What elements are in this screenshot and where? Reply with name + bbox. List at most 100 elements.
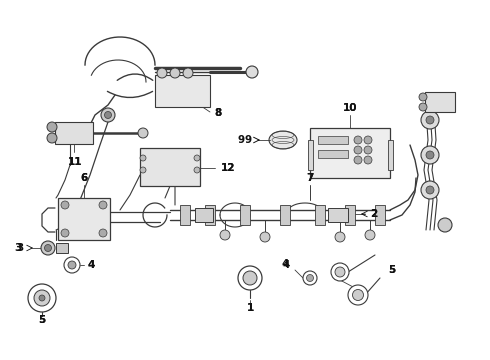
Bar: [205, 205, 215, 225]
Circle shape: [41, 241, 55, 255]
Circle shape: [194, 167, 200, 173]
Circle shape: [34, 290, 50, 306]
Text: 5: 5: [388, 265, 395, 275]
Bar: [375, 205, 385, 225]
Bar: [318, 150, 348, 158]
Text: 8: 8: [215, 108, 221, 118]
Text: 8: 8: [215, 108, 221, 118]
Circle shape: [364, 146, 372, 154]
Circle shape: [138, 128, 148, 138]
Circle shape: [364, 136, 372, 144]
Circle shape: [421, 181, 439, 199]
Circle shape: [426, 151, 434, 159]
Circle shape: [140, 167, 146, 173]
Circle shape: [426, 186, 434, 194]
Circle shape: [354, 136, 362, 144]
Text: 2: 2: [370, 209, 378, 219]
Circle shape: [335, 232, 345, 242]
Text: 6: 6: [80, 173, 88, 183]
Circle shape: [426, 116, 434, 124]
Bar: [56, 243, 68, 253]
Circle shape: [260, 232, 270, 242]
Circle shape: [307, 274, 314, 282]
Text: 1: 1: [246, 303, 254, 313]
Bar: [58, 198, 110, 240]
Bar: [180, 205, 190, 225]
Text: 6: 6: [80, 173, 88, 183]
Circle shape: [364, 156, 372, 164]
Text: 5: 5: [38, 315, 46, 325]
Circle shape: [243, 271, 257, 285]
Bar: [308, 140, 313, 170]
Bar: [315, 205, 325, 225]
Bar: [328, 208, 348, 222]
Text: 5: 5: [38, 315, 46, 325]
Circle shape: [348, 285, 368, 305]
Circle shape: [335, 267, 345, 277]
Circle shape: [47, 122, 57, 132]
Circle shape: [419, 93, 427, 101]
Circle shape: [246, 66, 258, 78]
Circle shape: [99, 201, 107, 209]
Circle shape: [170, 68, 180, 78]
Bar: [318, 136, 348, 144]
Circle shape: [68, 261, 76, 269]
Circle shape: [354, 146, 362, 154]
Circle shape: [157, 68, 167, 78]
Text: 10: 10: [343, 103, 357, 113]
Bar: [240, 205, 250, 225]
Text: 1: 1: [246, 303, 254, 313]
Circle shape: [183, 68, 193, 78]
Circle shape: [421, 111, 439, 129]
Circle shape: [354, 156, 362, 164]
Circle shape: [39, 295, 45, 301]
Circle shape: [194, 155, 200, 161]
Text: 4: 4: [283, 260, 290, 270]
Circle shape: [438, 218, 452, 232]
Circle shape: [47, 133, 57, 143]
Text: 4: 4: [87, 260, 95, 270]
Text: 7: 7: [306, 173, 314, 183]
Circle shape: [140, 155, 146, 161]
Text: 3: 3: [17, 243, 24, 253]
Circle shape: [238, 266, 262, 290]
Circle shape: [64, 257, 80, 273]
Bar: [280, 205, 290, 225]
Text: 11: 11: [68, 157, 82, 167]
Text: 5: 5: [388, 265, 395, 275]
Text: 3: 3: [15, 243, 22, 253]
Bar: [55, 122, 93, 144]
Circle shape: [104, 112, 112, 118]
Ellipse shape: [269, 131, 297, 149]
Bar: [388, 140, 393, 170]
Bar: [310, 128, 390, 178]
Circle shape: [220, 230, 230, 240]
Text: 9: 9: [238, 135, 245, 145]
Bar: [195, 208, 213, 222]
Bar: [155, 75, 210, 107]
Text: 4: 4: [87, 260, 95, 270]
Text: 2: 2: [370, 209, 378, 219]
Circle shape: [45, 244, 51, 252]
Circle shape: [365, 230, 375, 240]
Circle shape: [61, 201, 69, 209]
Circle shape: [352, 289, 364, 301]
Circle shape: [303, 271, 317, 285]
Text: 10: 10: [343, 103, 357, 113]
Text: 12: 12: [221, 163, 235, 173]
Text: 11: 11: [68, 157, 82, 167]
Circle shape: [99, 229, 107, 237]
Circle shape: [331, 263, 349, 281]
Circle shape: [101, 108, 115, 122]
Bar: [345, 205, 355, 225]
Circle shape: [28, 284, 56, 312]
Circle shape: [419, 103, 427, 111]
Text: 9: 9: [245, 135, 252, 145]
Text: 7: 7: [306, 173, 314, 183]
Circle shape: [421, 146, 439, 164]
Bar: [425, 92, 455, 112]
Text: 4: 4: [282, 259, 289, 269]
Text: 12: 12: [221, 163, 235, 173]
Circle shape: [433, 98, 447, 112]
Bar: [140, 148, 200, 186]
